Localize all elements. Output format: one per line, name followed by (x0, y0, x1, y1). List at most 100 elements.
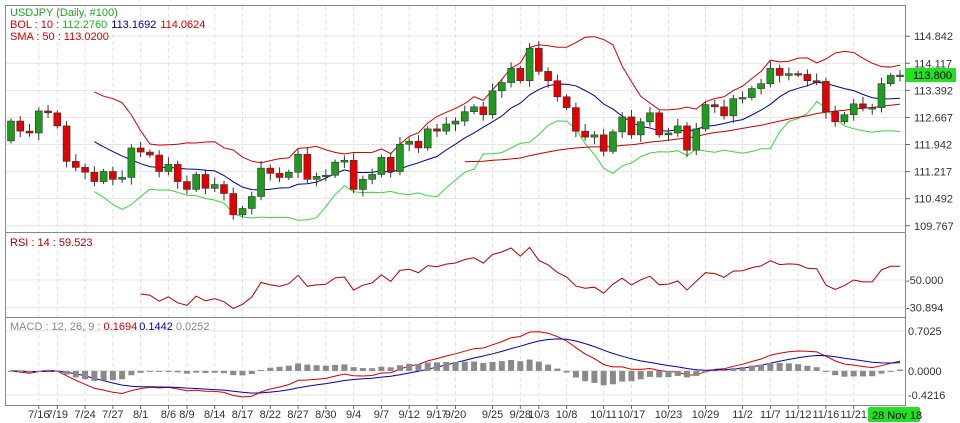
candle-up (896, 74, 904, 77)
candle-down (803, 74, 812, 82)
candle-down (275, 173, 284, 178)
macd-tick-label: 0.7025 (908, 326, 942, 338)
candle-down (433, 128, 441, 132)
macd-histogram-bar (45, 369, 52, 371)
candle-down (72, 161, 80, 168)
candle-up (405, 140, 413, 145)
macd-legend: MACD : 12, 26, 9 : 0.1694 0.1442 0.0252 (10, 321, 210, 333)
bol-lower-value: 112.2760 (62, 19, 107, 31)
macd-histogram-bar (109, 370, 116, 381)
date-tick-label: 8/22 (260, 409, 281, 421)
macd-histogram-bar (572, 370, 579, 378)
macd-histogram-bar (526, 359, 533, 371)
date-tick-label: 8/1 (133, 409, 148, 421)
macd-histogram-bar (137, 370, 144, 373)
candle-up (340, 159, 349, 163)
macd-histogram-bar (202, 370, 209, 374)
price-tick-label: 111.217 (914, 167, 952, 179)
candle-up (322, 174, 330, 178)
date-tick-label: 10/11 (590, 409, 617, 421)
candle-up (192, 174, 201, 190)
candle-up (757, 83, 765, 89)
macd-histogram-bar (91, 370, 98, 381)
candle-up (729, 98, 738, 117)
candle-up (886, 75, 895, 84)
candle-down (44, 110, 52, 114)
rsi-tick-label: -30.894 (906, 302, 943, 314)
macd-histogram-bar (146, 370, 153, 372)
candle-down (173, 164, 182, 182)
candle-down (183, 181, 191, 190)
candle-down (794, 73, 802, 76)
macd-histogram-bar (637, 370, 644, 380)
macd-histogram-bar (63, 370, 70, 375)
date-tick-label: 8/17 (232, 409, 253, 421)
date-tick-label: 9/12 (398, 409, 419, 421)
candle-up (451, 120, 460, 125)
bol-upper-value: 114.0624 (160, 19, 205, 31)
axis-labels: 114.842 114.117 113.392 112.667 111.942 111.2… (28, 31, 954, 421)
candle-down (53, 112, 62, 127)
candle-up (646, 112, 654, 123)
candle-down (775, 68, 784, 76)
macd-histogram-bar (748, 365, 755, 371)
date-tick-label: 11/2 (732, 409, 753, 421)
candle-down (146, 151, 154, 156)
date-tick-label: 11/21 (840, 409, 867, 421)
candle-down (599, 134, 608, 152)
macd-histogram-bar (313, 365, 320, 371)
macd-histogram-bar (646, 370, 653, 377)
macd-histogram-bar (619, 370, 626, 382)
macd-label: MACD : 12, 26, 9 : (10, 321, 104, 333)
macd-histogram-bar (332, 364, 339, 371)
price-tick-label: 112.667 (914, 112, 953, 124)
candle-up (525, 47, 534, 82)
macd-histogram-bar (582, 370, 589, 382)
date-tick-label: 7/19 (47, 409, 68, 421)
date-tick-label: 10/29 (692, 409, 720, 421)
candle-up (368, 174, 376, 180)
candle-down (710, 104, 719, 108)
macd-histogram-bar (693, 370, 700, 376)
candle-up (636, 121, 645, 136)
candle-up (257, 167, 265, 197)
date-tick-label: 9/4 (346, 409, 361, 421)
candle-down (859, 103, 867, 108)
candle-up (210, 184, 219, 189)
candle-up (118, 177, 126, 180)
candle-down (386, 156, 395, 172)
candle-down (822, 81, 830, 113)
macd-signal-value: 0.1442 (139, 321, 173, 333)
macd-histogram-bar (8, 370, 14, 372)
candle-down (812, 80, 821, 83)
date-tick-label: 11/16 (813, 409, 840, 421)
macd-value: 0.1694 (104, 321, 138, 333)
macd-histogram-bar (17, 370, 24, 372)
candle-down (535, 47, 543, 72)
macd-histogram-bar (378, 366, 385, 371)
candle-up (99, 171, 108, 182)
date-tick-label: 10/17 (618, 409, 646, 421)
candle-up (766, 68, 775, 84)
candle-down (62, 125, 71, 162)
candle-down (25, 130, 34, 134)
rsi-tick-label: -50.000 (906, 275, 943, 287)
macd-histogram-bar (359, 368, 366, 371)
macd-histogram-bar (406, 363, 413, 371)
candle-down (109, 171, 117, 180)
candle-up (840, 114, 849, 123)
price-tick-label: 109.767 (914, 221, 954, 233)
candle-down (229, 193, 238, 216)
candle-up (498, 82, 506, 92)
macd-histogram-bar (887, 370, 894, 372)
candle-up (442, 123, 451, 132)
rsi-line (140, 246, 901, 309)
macd-histogram-bar (452, 362, 459, 371)
macd-histogram-bar (443, 362, 450, 371)
price-tick-label: 110.492 (914, 194, 953, 206)
candle-down (544, 71, 552, 82)
candle-down (516, 68, 525, 82)
candle-down (553, 80, 562, 98)
macd-histogram (8, 359, 903, 386)
